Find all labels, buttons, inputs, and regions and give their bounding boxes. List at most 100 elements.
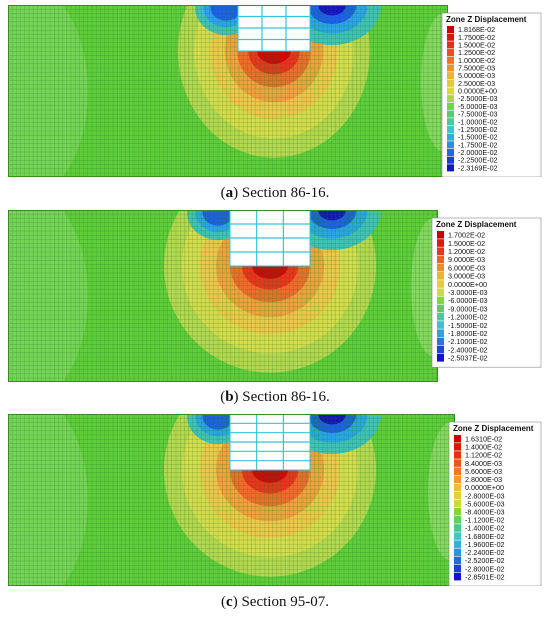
legend-swatch <box>437 329 444 337</box>
legend-label: 1.7002E-02 <box>448 231 485 240</box>
legend-label: 8.4000E-03 <box>465 459 502 468</box>
legend-label: 1.5000E-02 <box>458 40 495 49</box>
legend-title: Zone Z Displacement <box>453 424 534 433</box>
legend-label: -7.5000E-03 <box>458 110 498 119</box>
legend-box <box>441 12 542 177</box>
legend-label: -2.5200E-02 <box>465 556 505 565</box>
legend-label: -2.0000E-02 <box>458 148 498 157</box>
legend-label: 9.0000E-03 <box>448 255 485 264</box>
legend-label: -2.1000E-02 <box>448 337 488 346</box>
legend-label: 1.2500E-02 <box>458 48 495 57</box>
pile-block <box>229 210 311 267</box>
caption-b-letter: b <box>225 389 234 405</box>
legend-swatch <box>454 508 461 516</box>
legend-label: 1.6310E-02 <box>465 435 502 444</box>
side-zone-left <box>8 210 88 382</box>
legend-swatch <box>437 255 444 264</box>
legend-label: -1.0000E-02 <box>458 117 498 126</box>
legend-swatch <box>454 443 461 451</box>
legend-swatch <box>454 435 461 443</box>
legend-swatch <box>437 321 444 329</box>
legend-label: 1.1200E-02 <box>465 451 502 460</box>
caption-b: (b) Section 86-16. <box>220 389 330 405</box>
side-zone-left <box>8 414 88 586</box>
mesh-grid <box>8 5 448 177</box>
legend-label: -6.0000E-03 <box>448 296 488 305</box>
legend-swatch <box>447 33 454 41</box>
legend-label: 5.6000E-03 <box>465 467 502 476</box>
pile-block <box>229 414 311 471</box>
legend-swatch <box>454 548 461 557</box>
legend-swatch <box>447 102 454 110</box>
side-zone-right <box>428 422 455 561</box>
legend-label: -2.5037E-02 <box>448 354 488 363</box>
legend-swatch <box>454 556 461 565</box>
legend-label: -1.7500E-02 <box>458 140 498 149</box>
legend-label: 7.5000E-03 <box>458 64 495 73</box>
legend: Zone Z Displacement 1.7002E-021.5000E-021… <box>431 217 542 368</box>
legend-swatch <box>437 337 444 346</box>
contour-panel-c: Zone Z Displacement 1.6310E-02 1.4000E-02 1… <box>8 414 543 586</box>
caption-a-letter: a <box>225 185 234 201</box>
legend-label: 2.5000E-03 <box>458 79 495 88</box>
legend-swatch <box>454 532 461 540</box>
side-zone-right <box>411 218 438 357</box>
caption-c-text: Section 95-07. <box>237 594 329 610</box>
legend-label: -2.8000E-02 <box>465 564 505 573</box>
legend-label: 3.0000E-03 <box>448 272 485 281</box>
legend-swatch <box>437 354 444 362</box>
legend-swatch <box>437 272 444 280</box>
legend-swatch <box>437 296 444 305</box>
legend-label: -3.0000E-03 <box>448 288 488 297</box>
legend-box <box>431 217 542 368</box>
side-zone-left <box>8 5 88 177</box>
legend-swatch <box>447 26 454 34</box>
legend-label: -2.4000E-02 <box>448 345 488 354</box>
legend-label: -1.2500E-02 <box>458 125 498 134</box>
legend-label: -1.5000E-02 <box>458 133 498 142</box>
legend-swatch <box>447 148 454 157</box>
legend-label: 1.7500E-02 <box>458 33 495 42</box>
legend-label: 1.5000E-02 <box>448 239 485 248</box>
legend-swatch <box>447 110 454 118</box>
legend-box <box>448 421 542 586</box>
pile-block <box>237 5 311 52</box>
contour-panel-b: Zone Z Displacement 1.7002E-02 1.5000E-02 1… <box>8 210 543 382</box>
caption-a: (a) Section 86-16. <box>220 185 330 201</box>
legend-swatch <box>437 313 444 321</box>
legend-label: -1.9600E-02 <box>465 540 505 549</box>
contour-field <box>8 5 448 177</box>
mesh-grid <box>8 210 438 382</box>
legend-title: Zone Z Displacement <box>436 220 517 229</box>
legend-swatch <box>437 345 444 354</box>
legend-label: 1.4000E-02 <box>465 443 502 452</box>
legend-title: Zone Z Displacement <box>446 15 527 24</box>
negative-contour-band <box>318 414 346 425</box>
legend-label: 0.0000E+00 <box>448 280 487 289</box>
legend-label: 1.8168E-02 <box>458 25 495 34</box>
contour-field <box>8 210 438 382</box>
contour-plot-b: Zone Z Displacement 1.7002E-021.5000E-021… <box>8 210 542 382</box>
legend-swatch <box>437 280 444 288</box>
caption-a-text: Section 86-16. <box>238 185 330 201</box>
legend-swatch <box>454 524 461 532</box>
legend-label: 1.0000E-02 <box>458 56 495 65</box>
legend-swatch <box>447 141 454 149</box>
legend-swatch <box>447 164 454 172</box>
legend-swatch <box>447 133 454 141</box>
mesh-grid <box>8 414 455 586</box>
negative-contour-band <box>318 210 346 221</box>
legend-swatch <box>447 87 454 95</box>
legend-label: -2.8501E-02 <box>465 572 505 581</box>
contour-plot-c: Zone Z Displacement 1.6310E-021.4000E-021… <box>8 414 542 586</box>
legend: Zone Z Displacement1.8168E-021.7500E-021… <box>441 12 542 177</box>
legend-label: -2.3169E-02 <box>458 163 498 172</box>
legend-swatch <box>447 64 454 72</box>
legend-label: -1.5000E-02 <box>448 321 488 330</box>
legend-label: 0.0000E+00 <box>465 483 504 492</box>
legend-swatch <box>447 79 454 87</box>
legend-swatch <box>447 125 454 133</box>
legend-swatch <box>454 459 461 467</box>
legend-swatch <box>447 118 454 126</box>
legend-label: -2.2400E-02 <box>465 548 505 557</box>
